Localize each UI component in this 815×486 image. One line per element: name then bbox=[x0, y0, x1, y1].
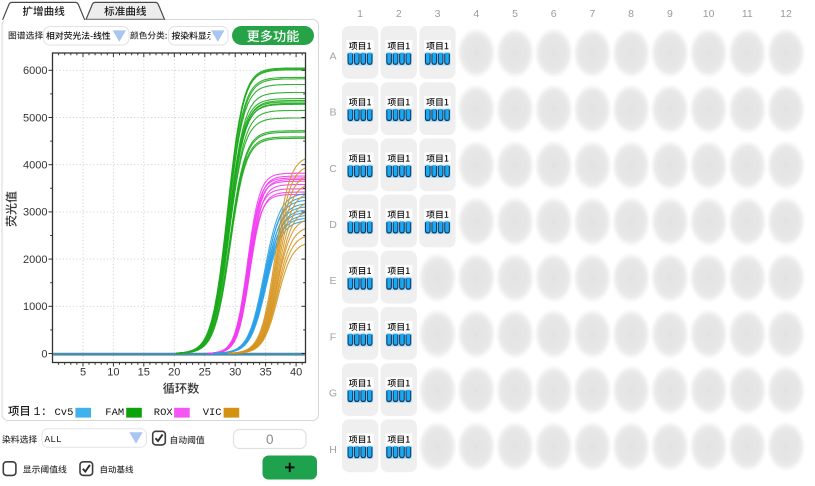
svg-text:ROX: ROX bbox=[154, 407, 174, 419]
svg-text:5000: 5000 bbox=[23, 112, 47, 124]
svg-text:FAM: FAM bbox=[105, 407, 124, 419]
svg-text:H: H bbox=[329, 444, 337, 456]
svg-text:0: 0 bbox=[41, 348, 47, 360]
svg-text:1: 1 bbox=[357, 8, 363, 20]
svg-text:VIC: VIC bbox=[203, 407, 222, 419]
svg-text:9: 9 bbox=[667, 8, 673, 20]
svg-text:10: 10 bbox=[107, 367, 119, 379]
svg-text:8: 8 bbox=[628, 8, 634, 20]
svg-text:C: C bbox=[329, 163, 337, 175]
svg-text:10: 10 bbox=[703, 8, 715, 20]
svg-text:20: 20 bbox=[168, 367, 180, 379]
svg-text:35: 35 bbox=[259, 367, 271, 379]
svg-text:A: A bbox=[329, 50, 336, 62]
svg-text:3000: 3000 bbox=[23, 207, 47, 219]
svg-text:Cv5: Cv5 bbox=[55, 407, 74, 419]
svg-text:7: 7 bbox=[589, 8, 595, 20]
svg-text:5: 5 bbox=[80, 367, 86, 379]
svg-text:12: 12 bbox=[780, 8, 792, 20]
svg-text:2000: 2000 bbox=[23, 254, 47, 266]
svg-text:6: 6 bbox=[551, 8, 557, 20]
svg-text:F: F bbox=[330, 331, 336, 343]
svg-text:3: 3 bbox=[435, 8, 441, 20]
svg-text:6000: 6000 bbox=[23, 65, 47, 77]
svg-text:B: B bbox=[329, 107, 336, 119]
svg-text:25: 25 bbox=[199, 367, 211, 379]
svg-text:40: 40 bbox=[290, 367, 302, 379]
svg-text:1000: 1000 bbox=[23, 301, 47, 313]
svg-text:4000: 4000 bbox=[23, 160, 47, 172]
svg-text:5: 5 bbox=[512, 8, 518, 20]
svg-text:D: D bbox=[329, 219, 337, 231]
svg-text:30: 30 bbox=[229, 367, 241, 379]
svg-text:0: 0 bbox=[266, 432, 274, 447]
svg-text:E: E bbox=[329, 275, 336, 287]
svg-text:11: 11 bbox=[742, 8, 753, 20]
svg-text:15: 15 bbox=[138, 367, 150, 379]
svg-text:4: 4 bbox=[473, 8, 479, 20]
svg-text:G: G bbox=[329, 388, 337, 400]
svg-text:2: 2 bbox=[396, 8, 402, 20]
svg-text:1:: 1: bbox=[34, 406, 48, 419]
svg-text:ALL: ALL bbox=[45, 434, 62, 445]
